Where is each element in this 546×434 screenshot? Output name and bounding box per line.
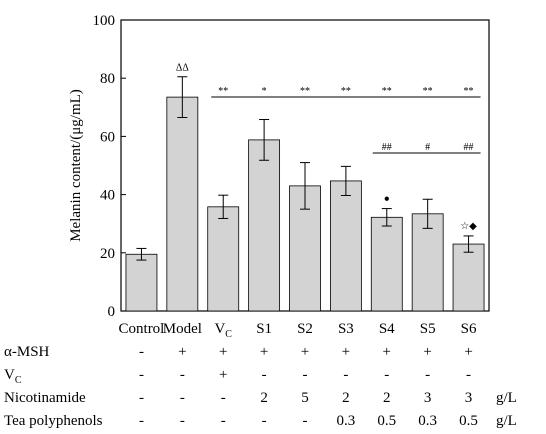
significance-label: ** [382,86,392,97]
significance-label: ** [218,86,228,97]
above-bar-symbol: ● [384,194,390,205]
bar [452,243,485,312]
table-cell: 2 [342,390,350,406]
significance-label: ** [464,86,474,97]
significance-label: * [262,86,267,97]
table-cell: + [301,344,309,360]
above-bar-symbol: ☆◆ [460,221,477,232]
table-row-label: Nicotinamide [4,390,86,406]
table-cell: - [180,390,185,406]
y-tick-label: 0 [108,304,116,320]
bar [125,253,158,312]
table-cell: 2 [260,390,268,406]
table-cell: + [178,344,186,360]
significance-hash-label: # [425,142,430,153]
category-label: S5 [420,321,436,337]
category-label: S3 [338,321,354,337]
table-cell: - [221,413,226,429]
table-cell: 0.3 [418,413,437,429]
table-cell: 0.5 [377,413,396,429]
category-label: S6 [461,321,477,337]
bar [207,206,240,312]
table-cell: - [180,367,185,383]
table-cell: 0.3 [337,413,356,429]
table-cell: + [342,344,350,360]
significance-hash-label: ## [382,142,392,153]
table-row-label: VC [4,367,22,386]
table-cell: + [219,344,227,360]
bar [166,96,199,312]
category-label: VC [214,321,232,340]
table-cell: - [384,367,389,383]
table-cell: - [139,413,144,429]
table-cell: + [219,367,227,383]
table-unit: g/L [496,390,517,406]
table-cell: - [139,344,144,360]
table-cell: 2 [383,390,391,406]
category-label: S2 [297,321,313,337]
table-cell: - [343,367,348,383]
table-cell: + [423,344,431,360]
table-cell: - [262,413,267,429]
significance-label: ** [341,86,351,97]
table-row-label: α-MSH [4,344,50,360]
y-tick-label: 100 [93,13,116,29]
model-mark: ΔΔ [176,63,189,74]
bar [329,180,362,312]
y-axis-label: Melanin content/(μg/mL) [68,89,84,242]
table-cell: + [260,344,268,360]
table-cell: + [383,344,391,360]
table-cell: 5 [301,390,309,406]
table-cell: - [425,367,430,383]
table-cell: - [466,367,471,383]
category-label: Control [119,321,165,337]
table-cell: - [221,390,226,406]
y-tick-label: 40 [100,188,115,204]
category-label: S1 [256,321,272,337]
y-tick-label: 20 [100,246,115,262]
y-tick-label: 60 [100,129,115,145]
table-cell: 3 [465,390,473,406]
table-cell: 3 [424,390,432,406]
table-unit: g/L [496,413,517,429]
table-cell: - [139,390,144,406]
table-row-label: Tea polyphenols [4,413,103,429]
bar [370,216,403,312]
significance-label: ** [300,86,310,97]
table-cell: - [303,367,308,383]
table-cell: - [139,367,144,383]
bar [248,139,281,312]
table-cell: - [180,413,185,429]
y-tick-label: 80 [100,71,115,87]
category-label: Model [163,321,202,337]
category-label: S4 [379,321,395,337]
table-cell: 0.5 [459,413,478,429]
table-cell: - [303,413,308,429]
significance-hash-label: ## [464,142,474,153]
table-cell: + [464,344,472,360]
table-cell: - [262,367,267,383]
significance-label: ** [423,86,433,97]
